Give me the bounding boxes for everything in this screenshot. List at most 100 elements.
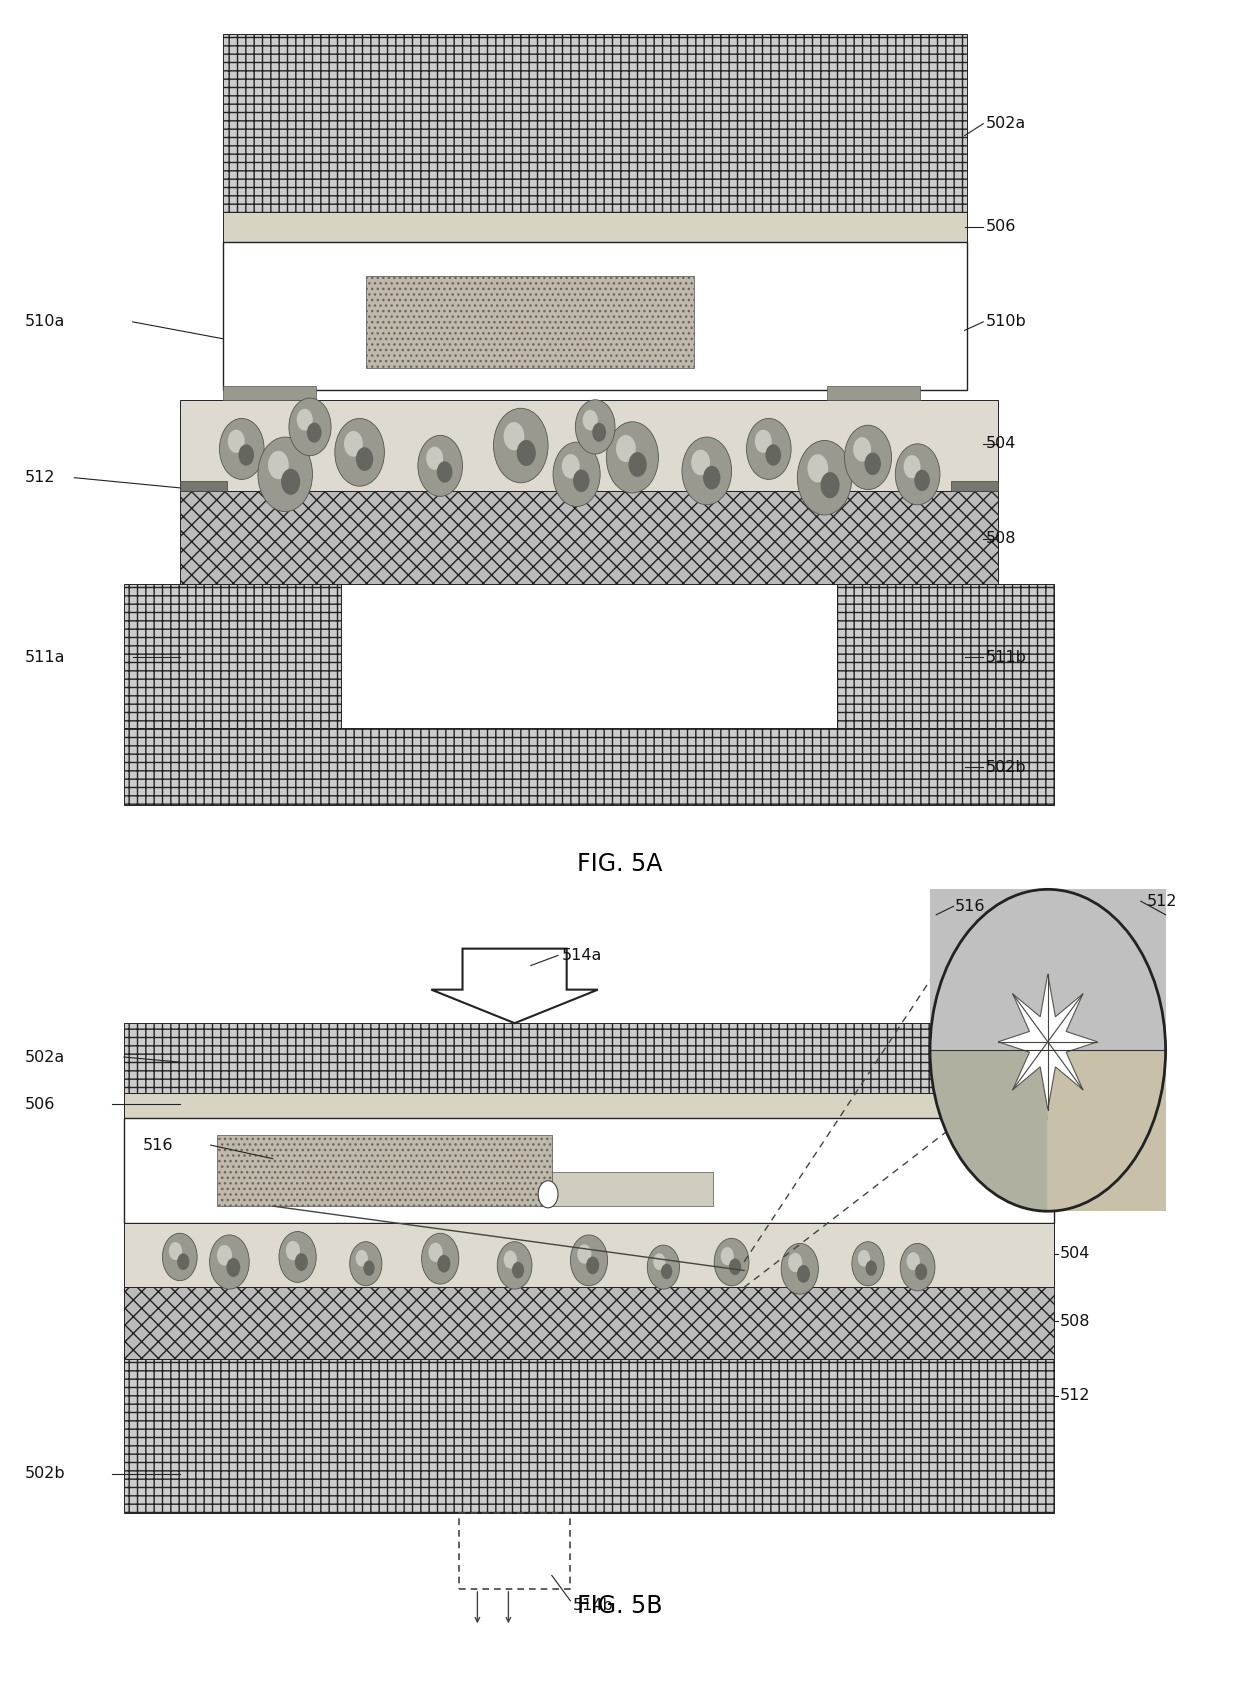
Text: 502b: 502b <box>986 761 1027 774</box>
Bar <box>124 728 1054 805</box>
Circle shape <box>553 442 600 507</box>
Circle shape <box>335 418 384 486</box>
Circle shape <box>438 1255 450 1272</box>
Circle shape <box>583 410 598 430</box>
Polygon shape <box>998 974 1097 1110</box>
Circle shape <box>228 430 244 452</box>
Text: 510b: 510b <box>986 315 1027 329</box>
Circle shape <box>289 398 331 456</box>
Circle shape <box>279 1232 316 1282</box>
Bar <box>124 1287 1054 1359</box>
Circle shape <box>629 452 647 478</box>
Wedge shape <box>930 889 1166 1050</box>
Bar <box>223 242 967 390</box>
Text: 512: 512 <box>1147 894 1178 908</box>
Text: 511b: 511b <box>986 650 1027 664</box>
Circle shape <box>653 1254 666 1270</box>
Bar <box>124 1118 1054 1223</box>
Circle shape <box>703 466 720 490</box>
Circle shape <box>797 440 852 515</box>
Circle shape <box>363 1260 374 1276</box>
Circle shape <box>587 1257 599 1274</box>
Bar <box>223 212 967 242</box>
Circle shape <box>429 1243 443 1262</box>
Circle shape <box>904 456 920 478</box>
Circle shape <box>864 452 880 474</box>
Circle shape <box>797 1265 810 1282</box>
Circle shape <box>789 1254 802 1272</box>
Circle shape <box>807 454 828 483</box>
Circle shape <box>606 422 658 493</box>
Circle shape <box>210 1235 249 1289</box>
Circle shape <box>436 461 453 483</box>
Circle shape <box>914 469 930 491</box>
Bar <box>837 584 1054 728</box>
Bar <box>459 1513 570 1589</box>
Circle shape <box>647 1245 680 1289</box>
Circle shape <box>512 1262 525 1279</box>
Circle shape <box>895 444 940 505</box>
Circle shape <box>356 1250 368 1267</box>
Circle shape <box>306 422 321 442</box>
Circle shape <box>720 1247 734 1265</box>
Circle shape <box>570 1235 608 1286</box>
Circle shape <box>418 435 463 496</box>
Text: 506: 506 <box>25 1098 55 1111</box>
Circle shape <box>691 449 711 476</box>
Circle shape <box>497 1242 532 1289</box>
Circle shape <box>356 447 373 471</box>
Text: 504: 504 <box>1060 1247 1090 1260</box>
Text: FIG. 5B: FIG. 5B <box>578 1594 662 1618</box>
Circle shape <box>177 1254 190 1270</box>
Circle shape <box>169 1242 182 1260</box>
Circle shape <box>765 444 781 466</box>
Bar <box>930 889 1166 1050</box>
Circle shape <box>343 430 363 457</box>
Bar <box>124 1093 1054 1118</box>
Circle shape <box>661 1264 672 1279</box>
Circle shape <box>578 1245 591 1264</box>
Circle shape <box>517 440 536 466</box>
Circle shape <box>714 1238 749 1286</box>
Bar <box>124 584 341 728</box>
Circle shape <box>573 469 589 491</box>
Bar <box>124 1437 1054 1513</box>
Circle shape <box>906 1252 920 1270</box>
Circle shape <box>616 435 636 462</box>
Circle shape <box>268 451 289 479</box>
Text: 516: 516 <box>143 1138 174 1152</box>
Text: 506: 506 <box>986 220 1016 234</box>
Circle shape <box>853 437 870 461</box>
Circle shape <box>258 437 312 512</box>
Circle shape <box>427 447 443 469</box>
Text: 502a: 502a <box>986 117 1025 130</box>
Circle shape <box>821 473 839 498</box>
Bar <box>930 889 1166 1050</box>
Bar <box>951 481 998 491</box>
Text: 508: 508 <box>986 532 1017 545</box>
Text: 511a: 511a <box>25 650 66 664</box>
Circle shape <box>844 425 892 490</box>
Text: 514a: 514a <box>562 949 603 962</box>
Wedge shape <box>1048 1050 1166 1211</box>
Bar <box>1048 1050 1166 1211</box>
Bar <box>552 1172 713 1206</box>
Bar <box>124 1023 1054 1093</box>
Bar <box>124 1223 1054 1287</box>
Circle shape <box>503 422 525 451</box>
Text: 512: 512 <box>1060 1389 1091 1403</box>
Circle shape <box>503 1250 517 1269</box>
Text: 516: 516 <box>955 900 986 913</box>
Text: FIG. 5A: FIG. 5A <box>578 852 662 876</box>
Circle shape <box>494 408 548 483</box>
Circle shape <box>682 437 732 505</box>
Text: 508: 508 <box>1060 1315 1091 1328</box>
Wedge shape <box>930 1050 1048 1211</box>
Circle shape <box>227 1259 241 1277</box>
Circle shape <box>538 1181 558 1208</box>
Circle shape <box>746 418 791 479</box>
Bar <box>366 276 694 368</box>
Circle shape <box>900 1243 935 1291</box>
Bar <box>180 400 998 491</box>
Text: 502b: 502b <box>25 1467 66 1481</box>
